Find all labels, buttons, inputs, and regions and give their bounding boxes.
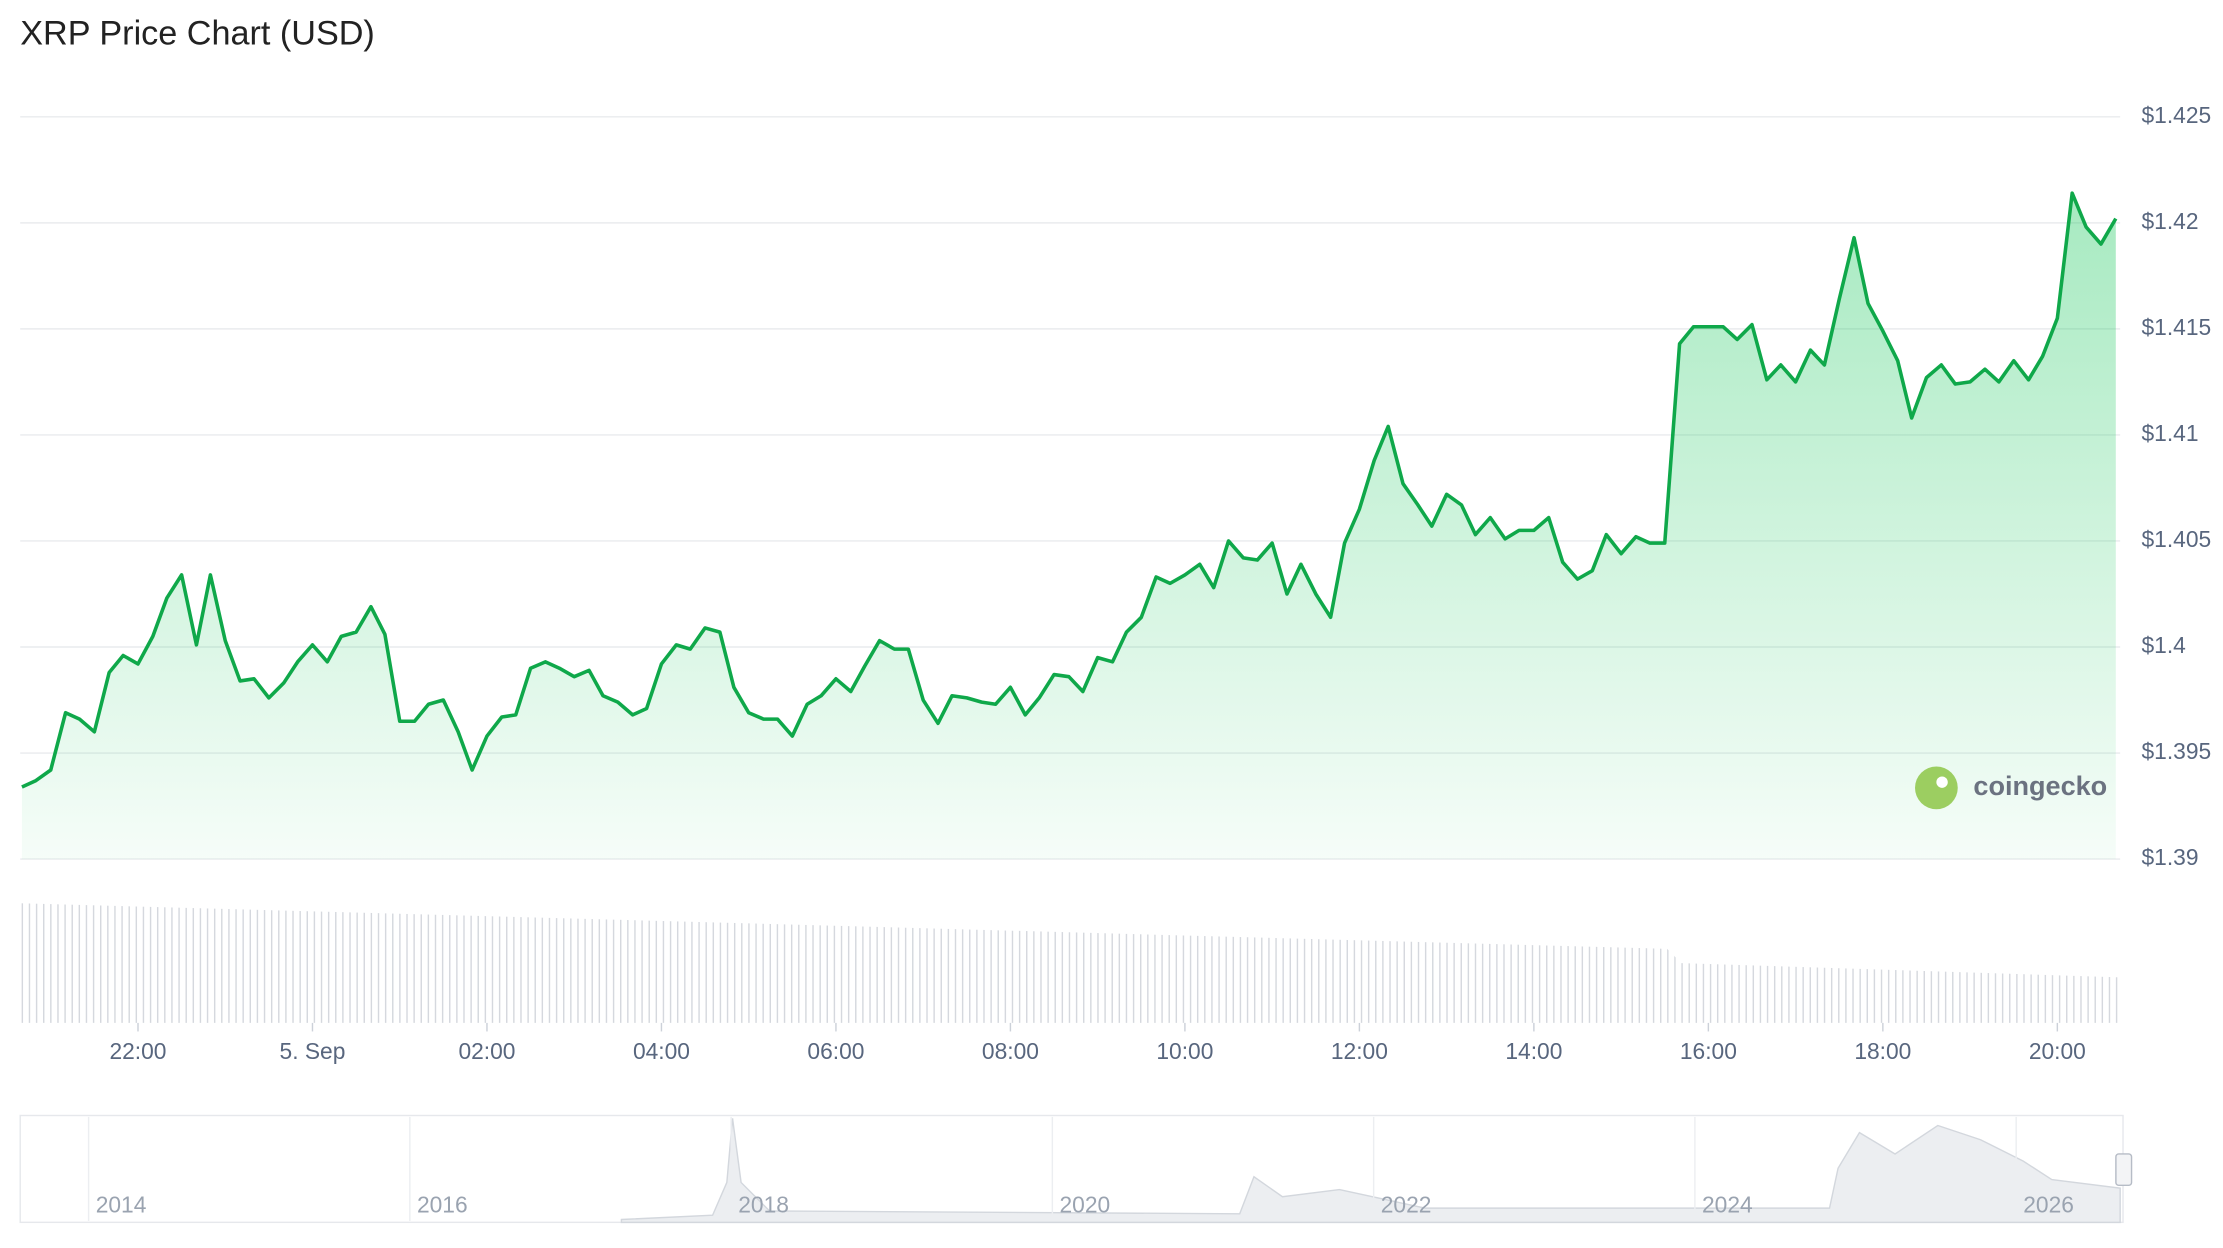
navigator-year: 2014 — [96, 1192, 147, 1218]
chart-title: XRP Price Chart (USD) — [20, 15, 375, 53]
x-tick-label: 16:00 — [1680, 1038, 1737, 1064]
x-tick-label: 22:00 — [109, 1038, 166, 1064]
y-tick-label: $1.415 — [2142, 314, 2212, 340]
x-tick-label: 10:00 — [1156, 1038, 1213, 1064]
navigator — [19, 1114, 2124, 1224]
x-tick-label: 14:00 — [1505, 1038, 1562, 1064]
navigator-year: 2018 — [738, 1192, 789, 1218]
x-tick-label: 06:00 — [807, 1038, 864, 1064]
volume-bars — [20, 903, 2121, 1023]
x-tick-label: 08:00 — [982, 1038, 1039, 1064]
navigator-area — [620, 1118, 2121, 1224]
navigator-year: 2020 — [1060, 1192, 1111, 1218]
navigator-year: 2022 — [1381, 1192, 1432, 1218]
x-tick-label: 02:00 — [458, 1038, 515, 1064]
watermark-logo — [1915, 766, 1958, 810]
y-tick-label: $1.395 — [2142, 738, 2212, 764]
navigator-year: 2016 — [417, 1192, 468, 1218]
watermark-text: coingecko — [1973, 771, 2107, 801]
y-tick-label: $1.425 — [2142, 102, 2212, 128]
navigator-year: 2024 — [1702, 1192, 1753, 1218]
x-tick-label: 20:00 — [2029, 1038, 2086, 1064]
y-tick-label: $1.42 — [2142, 208, 2199, 234]
y-tick-label: $1.41 — [2142, 420, 2199, 446]
x-tick-label: 12:00 — [1331, 1038, 1388, 1064]
price-line — [21, 191, 2118, 789]
watermark: coingecko — [1915, 766, 2107, 810]
x-tick-label: 18:00 — [1854, 1038, 1911, 1064]
watermark-eye — [1936, 776, 1948, 788]
y-tick-label: $1.4 — [2142, 632, 2186, 658]
navigator-year: 2026 — [2023, 1192, 2074, 1218]
y-tick-label: $1.39 — [2142, 844, 2199, 870]
x-tick-label: 04:00 — [633, 1038, 690, 1064]
x-tick-label: 5. Sep — [280, 1038, 346, 1064]
area-fill — [21, 193, 2116, 860]
navigator-handle[interactable] — [2115, 1153, 2133, 1187]
y-tick-label: $1.405 — [2142, 526, 2212, 552]
